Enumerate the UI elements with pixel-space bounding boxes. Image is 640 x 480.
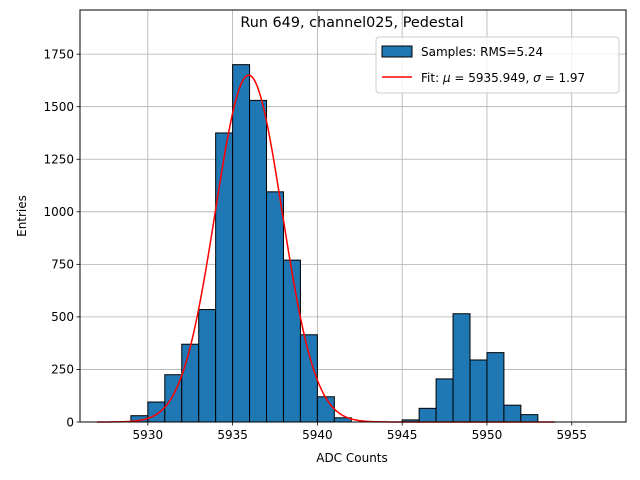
y-axis-ticks: 0 250 500 750 1000 1250 1500 1750 — [43, 47, 80, 429]
histogram-bar — [503, 404, 522, 423]
legend: Samples: RMS=5.24 Fit: μ = 5935.949, σ =… — [375, 36, 620, 94]
y-tick-label: 1500 — [43, 100, 74, 114]
histogram-bar — [181, 343, 200, 423]
histogram-bar — [232, 64, 251, 423]
y-tick-label: 0 — [66, 415, 74, 429]
histogram-bar — [316, 396, 335, 423]
y-tick-label: 250 — [51, 363, 74, 377]
legend-swatch-samples — [381, 45, 413, 58]
histogram-bar — [266, 191, 284, 423]
x-axis-ticks: 5930 5935 5940 5945 5950 5955 — [133, 422, 587, 442]
x-tick-label: 5955 — [556, 428, 587, 442]
legend-fit-mu-symbol: μ — [442, 71, 451, 85]
y-axis-label: Entries — [15, 195, 29, 237]
chart-title: Run 649, channel025, Pedestal — [240, 15, 463, 31]
histogram-bar — [249, 99, 268, 423]
x-tick-label: 5935 — [217, 428, 248, 442]
histogram-bar — [520, 414, 539, 423]
histogram-bar — [486, 352, 505, 423]
grid-lines — [80, 10, 626, 423]
legend-box — [375, 36, 620, 94]
histogram-bar — [198, 309, 217, 423]
plot-frame — [79, 9, 627, 423]
x-tick-label: 5930 — [133, 428, 164, 442]
histogram-bar — [282, 259, 301, 423]
legend-label-samples: Samples: RMS=5.24 — [421, 45, 543, 59]
histogram-bar — [469, 359, 488, 423]
x-axis-label: ADC Counts — [316, 451, 388, 465]
x-tick-label: 5950 — [472, 428, 503, 442]
histogram-bar — [299, 334, 318, 423]
histogram-bar — [147, 401, 166, 423]
legend-fit-mid: = 5935.949, — [451, 71, 534, 85]
histogram-bars — [130, 64, 539, 423]
y-tick-label: 1250 — [43, 153, 74, 167]
histogram-bar — [215, 132, 234, 423]
legend-label-fit: Fit: μ = 5935.949, σ = 1.97 — [421, 71, 585, 85]
legend-fit-suffix: = 1.97 — [541, 71, 585, 85]
legend-fit-sigma-symbol: σ — [533, 71, 541, 85]
histogram-bar — [418, 407, 437, 423]
y-tick-label: 1750 — [43, 47, 74, 61]
histogram-bar — [452, 313, 471, 423]
y-tick-label: 750 — [51, 258, 74, 272]
y-tick-label: 500 — [51, 310, 74, 324]
x-tick-label: 5945 — [387, 428, 418, 442]
legend-fit-prefix: Fit: — [421, 71, 443, 85]
x-tick-label: 5940 — [302, 428, 333, 442]
histogram-bar — [435, 378, 454, 423]
y-tick-label: 1000 — [43, 205, 74, 219]
